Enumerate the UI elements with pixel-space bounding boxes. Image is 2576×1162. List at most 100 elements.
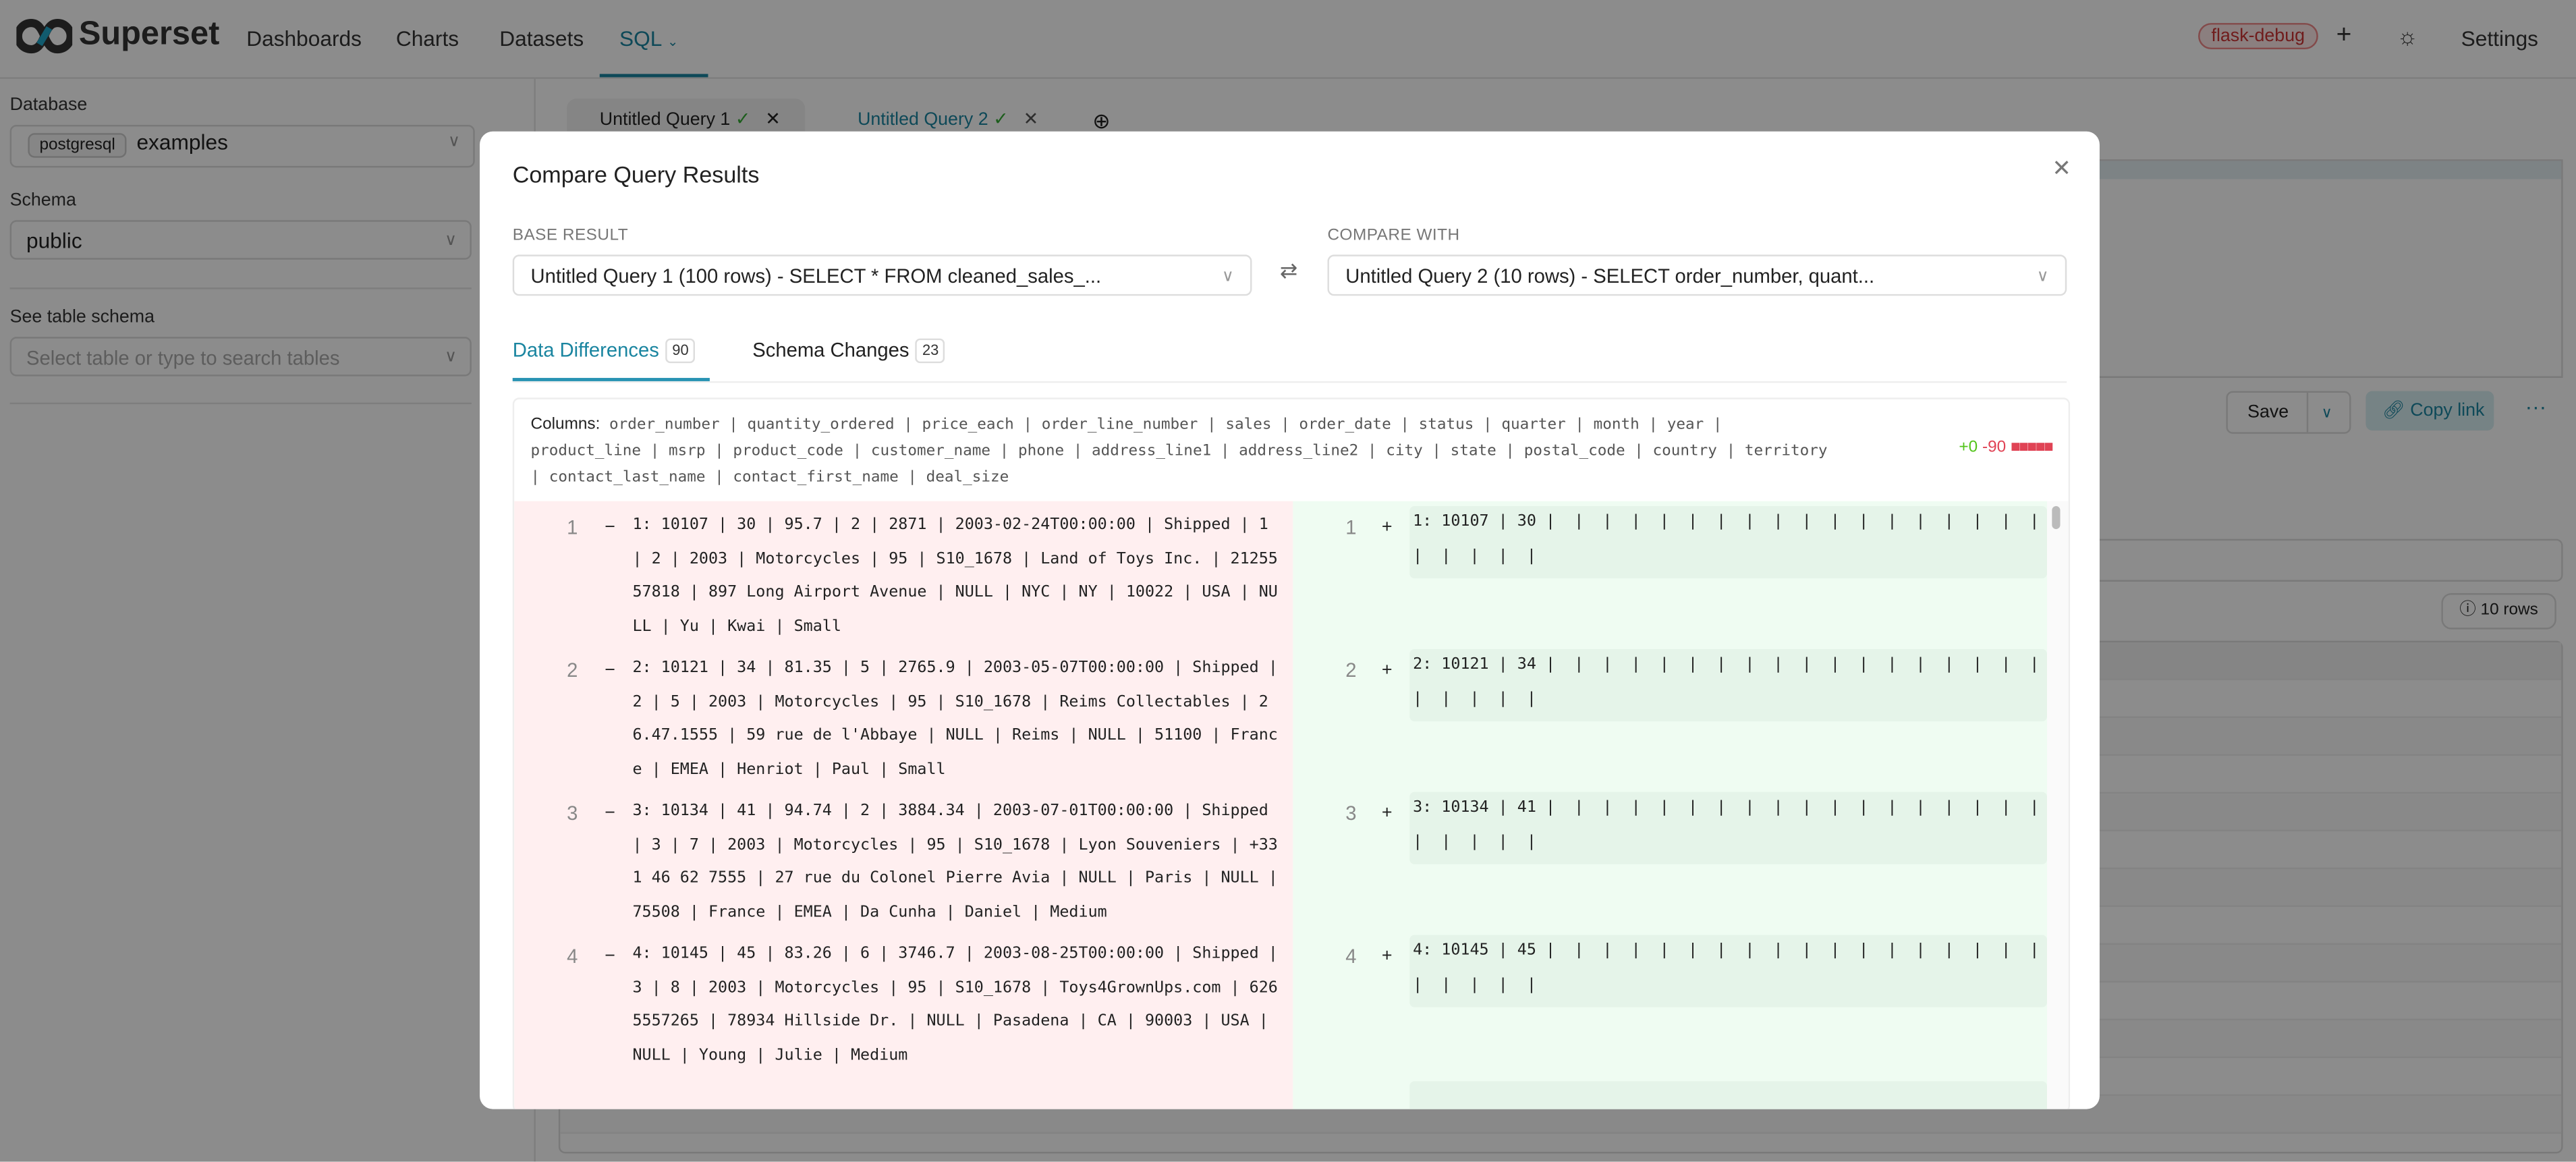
column-name: postal_code bbox=[1523, 442, 1625, 460]
add-tab-icon[interactable]: ⊕ bbox=[1092, 108, 1111, 134]
nav-sql[interactable]: SQL ⌄ bbox=[619, 26, 678, 51]
active-nav-indicator bbox=[599, 74, 708, 78]
top-nav: Superset Dashboards Charts Datasets SQL … bbox=[0, 0, 2576, 79]
swap-icon[interactable]: ⇄ bbox=[1279, 258, 1298, 283]
engine-chip: postgresql bbox=[28, 133, 127, 158]
column-name: quantity_ordered bbox=[747, 416, 895, 434]
count-badge: 90 bbox=[665, 338, 696, 364]
diff-scrollbar[interactable] bbox=[2047, 501, 2069, 1109]
table-placeholder: Select table or type to search tables bbox=[26, 346, 340, 370]
base-result-value: Untitled Query 1 (100 rows) - SELECT * F… bbox=[530, 265, 1102, 288]
column-name: phone bbox=[1017, 442, 1065, 460]
divider bbox=[9, 402, 472, 405]
superset-logo[interactable]: Superset bbox=[13, 16, 219, 59]
schema-value: public bbox=[26, 228, 82, 253]
line-number: 4 bbox=[567, 945, 578, 968]
column-name: year bbox=[1667, 416, 1704, 434]
chevron-down-icon: ⌄ bbox=[667, 34, 679, 50]
tab-label: Schema Changes bbox=[752, 338, 909, 362]
column-name: product_code bbox=[733, 442, 843, 460]
row-text: 4: 10145 | 45 | | | | | | | | | | | | | … bbox=[1409, 935, 2048, 1007]
schema-label: Schema bbox=[9, 190, 76, 211]
minus-icon: − bbox=[605, 803, 615, 823]
compare-with-label: COMPARE WITH bbox=[1327, 227, 1460, 245]
column-name: customer_name bbox=[870, 442, 991, 460]
row-text: 2: 10121 | 34 | 81.35 | 5 | 2765.9 | 200… bbox=[632, 659, 1287, 778]
divider bbox=[9, 287, 472, 289]
settings-menu[interactable]: Settings bbox=[2461, 26, 2539, 51]
column-name: msrp bbox=[668, 442, 706, 460]
close-tab-icon[interactable]: ✕ bbox=[1023, 110, 1039, 130]
column-name: quarter bbox=[1501, 416, 1566, 434]
tabs-divider bbox=[512, 381, 2067, 383]
column-name: product_line bbox=[530, 442, 642, 460]
columns-label: Columns: bbox=[530, 416, 600, 434]
row-text: 1: 10107 | 30 | 95.7 | 2 | 2871 | 2003-0… bbox=[632, 516, 1278, 636]
tab-data-differences[interactable]: Data Differences 90 bbox=[513, 338, 696, 364]
removed-row: 1 −1: 10107 | 30 | 95.7 | 2 | 2871 | 2003… bbox=[514, 509, 1293, 653]
table-schema-label: See table schema bbox=[9, 307, 155, 327]
row-count: 10 rows bbox=[2480, 601, 2538, 619]
base-result-select[interactable]: Untitled Query 1 (100 rows) - SELECT * F… bbox=[512, 254, 1252, 296]
tab-schema-changes[interactable]: Schema Changes 23 bbox=[752, 338, 946, 364]
columns-value: order_number | quantity_ordered | price_… bbox=[530, 416, 1828, 487]
check-circle-icon: ✓ bbox=[735, 110, 751, 130]
chevron-down-icon: ∨ bbox=[2036, 267, 2049, 286]
added-row: 2 +2: 10121 | 34 | | | | | | | | | | | | … bbox=[1293, 648, 2048, 796]
chevron-down-icon: ∨ bbox=[1221, 267, 1234, 286]
column-name: month bbox=[1593, 416, 1640, 434]
row-text: 1: 10107 | 30 | | | | | | | | | | | | | … bbox=[1409, 505, 2048, 579]
columns-list: Columns: order_number | quantity_ordered… bbox=[531, 412, 1829, 491]
close-icon[interactable]: ✕ bbox=[2052, 154, 2071, 181]
line-number: 4 bbox=[1345, 945, 1357, 968]
column-name: state bbox=[1450, 442, 1496, 460]
more-options-icon[interactable]: ··· bbox=[2525, 394, 2547, 419]
line-number: 2 bbox=[567, 659, 578, 682]
added-count: +0 bbox=[1959, 439, 1978, 457]
row-text: 4: 10145 | 45 | 83.26 | 6 | 3746.7 | 200… bbox=[632, 945, 1287, 1064]
plus-icon: + bbox=[1381, 946, 1393, 966]
compare-with-select[interactable]: Untitled Query 2 (10 rows) - SELECT orde… bbox=[1327, 254, 2067, 296]
column-name: order_number bbox=[609, 416, 720, 434]
removed-row: 4 −4: 10145 | 45 | 83.26 | 6 | 3746.7 | 2… bbox=[514, 938, 1293, 1081]
database-value: examples bbox=[136, 130, 228, 155]
column-name: sales bbox=[1225, 416, 1272, 434]
nav-datasets[interactable]: Datasets bbox=[499, 26, 584, 51]
chevron-down-icon[interactable]: ∨ bbox=[2306, 392, 2332, 433]
diff-viewer: Columns: order_number | quantity_ordered… bbox=[512, 397, 2071, 1109]
base-result-label: BASE RESULT bbox=[512, 227, 629, 245]
minus-icon: − bbox=[605, 660, 615, 681]
copy-link-button[interactable]: 🔗︎ Copy link bbox=[2365, 391, 2494, 431]
brand-name: Superset bbox=[78, 16, 220, 53]
link-icon: 🔗︎ bbox=[2382, 401, 2405, 421]
nav-sql-label: SQL bbox=[619, 26, 662, 51]
column-name: contact_last_name bbox=[549, 468, 706, 487]
removed-pane: 1−1: 10107 | 30 | 95.7 | 2 | 2871 | 2003… bbox=[514, 501, 1293, 1109]
nav-dashboards[interactable]: Dashboards bbox=[246, 26, 362, 51]
minus-icon: − bbox=[605, 518, 615, 538]
added-pane: 1 +1: 10107 | 30 | | | | | | | | | | | | … bbox=[1293, 501, 2048, 1109]
chevron-down-icon: ∨ bbox=[445, 231, 457, 250]
column-name: address_line2 bbox=[1239, 442, 1359, 460]
chevron-down-icon: ∨ bbox=[447, 133, 460, 152]
nav-charts[interactable]: Charts bbox=[395, 26, 459, 51]
active-tab-indicator bbox=[512, 378, 710, 381]
row-text: 2: 10121 | 34 | | | | | | | | | | | | | … bbox=[1409, 648, 2048, 721]
scrollbar-thumb[interactable] bbox=[2052, 505, 2061, 530]
line-number: 1 bbox=[567, 516, 578, 539]
column-name: order_date bbox=[1299, 416, 1391, 434]
column-name: address_line1 bbox=[1092, 442, 1212, 460]
close-tab-icon[interactable]: ✕ bbox=[765, 110, 781, 130]
plus-icon[interactable]: + bbox=[2336, 21, 2352, 50]
table-select[interactable]: Select table or type to search tables ∨ bbox=[9, 337, 472, 377]
save-button[interactable]: Save ∨ bbox=[2226, 391, 2351, 434]
column-name: price_each bbox=[922, 416, 1014, 434]
removed-row: 2 −2: 10121 | 34 | 81.35 | 5 | 2765.9 | 2… bbox=[514, 653, 1293, 796]
theme-sun-icon[interactable]: ☼ bbox=[2397, 23, 2418, 50]
logo-icon bbox=[13, 19, 75, 54]
database-select[interactable]: postgresql examples ∨ bbox=[9, 125, 475, 168]
info-icon: ⓘ bbox=[2459, 601, 2476, 619]
line-number: 3 bbox=[567, 802, 578, 825]
schema-select[interactable]: public ∨ bbox=[9, 220, 472, 260]
compare-results-modal: Compare Query Results ✕ BASE RESULT Unti… bbox=[480, 131, 2100, 1109]
